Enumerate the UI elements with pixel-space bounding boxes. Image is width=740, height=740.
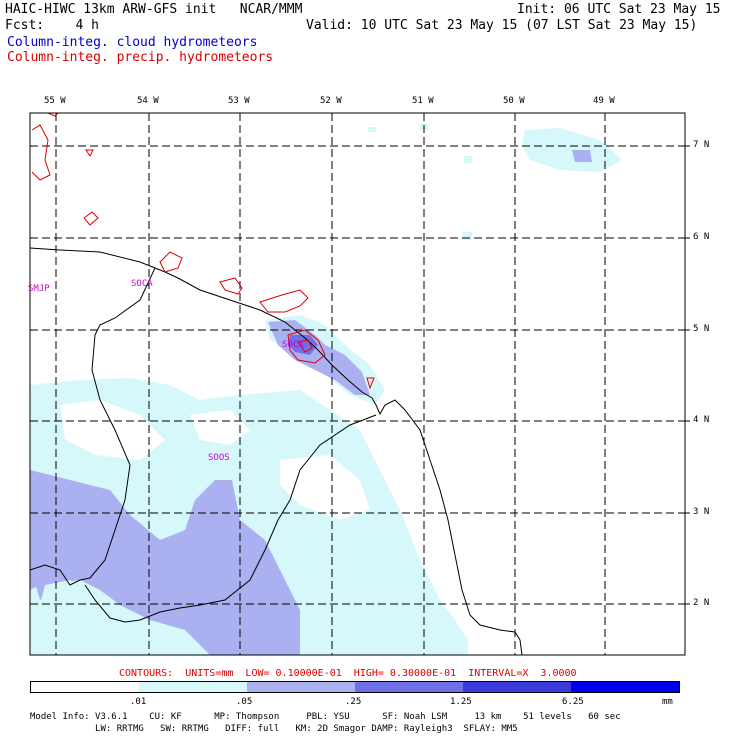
- lat-label-7n: 7 N: [693, 140, 710, 150]
- colorbar-segment-2: [247, 682, 355, 692]
- coastline: [29, 247, 523, 656]
- legend-precip: Column-integ. precip. hydrometeors: [7, 50, 274, 65]
- graticule: [30, 113, 685, 655]
- cloud-field-light-overlay: [40, 580, 180, 655]
- title-line: HAIC-HIWC 13km ARW-GFS init NCAR/MMM: [5, 2, 303, 17]
- lon-label-53w: 53 W: [228, 96, 250, 106]
- lon-label-54w: 54 W: [137, 96, 159, 106]
- lat-label-5n: 5 N: [693, 324, 710, 334]
- lon-label-50w: 50 W: [503, 96, 525, 106]
- colorbar-label-0: .01: [130, 697, 147, 707]
- colorbar: [30, 681, 680, 693]
- init-time: Init: 06 UTC Sat 23 May 15: [517, 2, 721, 17]
- colorbar-segment-5: [571, 682, 679, 692]
- colorbar-label-4: 6.25: [562, 697, 584, 707]
- map-frame: [29, 112, 686, 656]
- station-soca-2: SOCA: [282, 340, 304, 350]
- colorbar-units: mm: [662, 697, 673, 707]
- lat-label-6n: 6 N: [693, 232, 710, 242]
- lon-label-55w: 55 W: [44, 96, 66, 106]
- lat-label-2n: 2 N: [693, 598, 710, 608]
- model-info-line1: Model Info: V3.6.1 CU: KF MP: Thompson P…: [30, 712, 621, 722]
- colorbar-label-2: .25: [345, 697, 362, 707]
- colorbar-label-1: .05: [236, 697, 253, 707]
- lat-label-3n: 3 N: [693, 507, 710, 517]
- lon-label-51w: 51 W: [412, 96, 434, 106]
- lat-label-4n: 4 N: [693, 415, 710, 425]
- lon-label-52w: 52 W: [320, 96, 342, 106]
- station-smjp: SMJP: [28, 284, 50, 294]
- colorbar-segment-0: [31, 682, 139, 692]
- contour-info: CONTOURS: UNITS=mm LOW= 0.10000E-01 HIGH…: [119, 668, 577, 679]
- model-info-line2: LW: RRTMG SW: RRTMG DIFF: full KM: 2D Sm…: [30, 724, 518, 734]
- colorbar-segment-3: [355, 682, 463, 692]
- forecast-hour: Fcst: 4 h: [5, 18, 99, 33]
- legend-cloud: Column-integ. cloud hydrometeors: [7, 35, 258, 50]
- lon-label-49w: 49 W: [593, 96, 615, 106]
- station-soca-1: SOCA: [131, 279, 153, 289]
- colorbar-segment-4: [463, 682, 571, 692]
- station-soos: SOOS: [208, 453, 230, 463]
- valid-time: Valid: 10 UTC Sat 23 May 15 (07 LST Sat …: [306, 18, 698, 33]
- clear-patches: [60, 400, 370, 520]
- colorbar-segment-1: [139, 682, 247, 692]
- precip-contours: [31, 112, 375, 390]
- colorbar-label-3: 1.25: [450, 697, 472, 707]
- cloud-field-dark: [288, 335, 318, 355]
